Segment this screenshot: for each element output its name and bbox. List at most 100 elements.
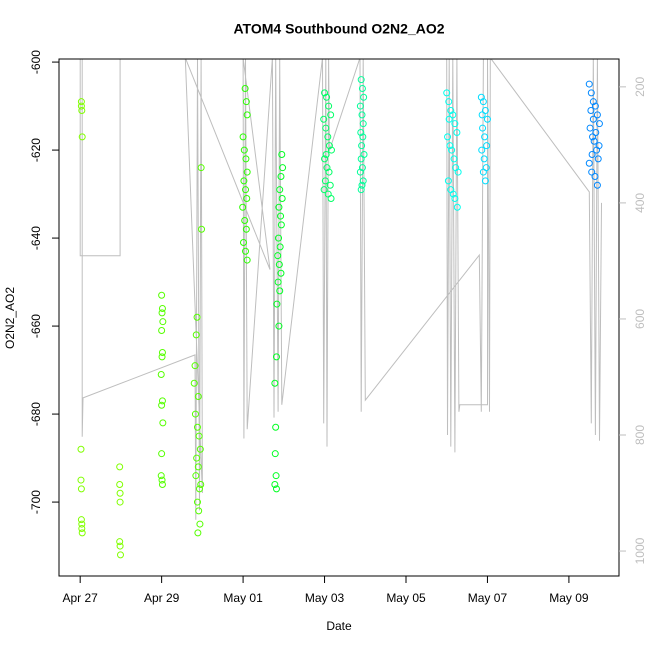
point [454, 168, 462, 176]
point [272, 472, 280, 480]
point [275, 203, 283, 211]
point [479, 168, 487, 176]
point [451, 194, 459, 202]
point [240, 146, 248, 154]
point [277, 269, 285, 277]
point [196, 445, 204, 453]
point [77, 516, 85, 524]
point [242, 225, 250, 233]
point [323, 164, 331, 172]
y-tick-label: -680 [29, 402, 43, 426]
x-tick-label: May 05 [386, 591, 426, 605]
y-tick-label: -600 [29, 50, 43, 74]
point [276, 243, 284, 251]
x-tick-label: May 09 [549, 591, 589, 605]
point [78, 529, 86, 537]
chart-title: ATOM4 Southbound O2N2_AO2 [233, 21, 444, 37]
point [479, 98, 487, 106]
point [191, 410, 199, 418]
point [77, 445, 85, 453]
point [358, 164, 366, 172]
point [586, 124, 594, 132]
point [276, 186, 284, 194]
depth-line [79, 59, 602, 520]
y-tick-label: -620 [29, 138, 43, 162]
plot-area [77, 59, 603, 559]
point [278, 194, 286, 202]
point [77, 98, 85, 106]
y-tick-label: -700 [29, 490, 43, 514]
point [447, 106, 455, 114]
point [242, 186, 250, 194]
point [242, 247, 250, 255]
point [360, 93, 368, 101]
point [592, 128, 600, 136]
point [587, 106, 595, 114]
point [193, 498, 201, 506]
point [275, 234, 283, 242]
point [194, 463, 202, 471]
point [591, 102, 599, 110]
point [243, 194, 251, 202]
point [279, 164, 287, 172]
point [158, 309, 166, 317]
point [192, 472, 200, 480]
point [356, 168, 364, 176]
point [479, 124, 487, 132]
point [591, 172, 599, 180]
point [327, 194, 335, 202]
point [275, 260, 283, 268]
point [481, 106, 489, 114]
point [277, 172, 285, 180]
point [483, 142, 491, 150]
point [192, 331, 200, 339]
point [158, 476, 166, 484]
point [240, 177, 248, 185]
point [271, 450, 279, 458]
point [197, 164, 205, 172]
x-tick-label: May 01 [223, 591, 263, 605]
point [451, 120, 459, 128]
y2-tick-label: 600 [633, 309, 647, 329]
point [359, 133, 367, 141]
point [449, 190, 457, 198]
point [194, 392, 202, 400]
point [446, 142, 454, 150]
point [585, 159, 593, 167]
point [589, 133, 597, 141]
x-tick-label: Apr 27 [62, 591, 98, 605]
point [277, 212, 285, 220]
point [449, 111, 457, 119]
x-axis-label: Date [326, 619, 352, 633]
point [320, 115, 328, 123]
point [585, 80, 593, 88]
point [481, 177, 489, 185]
point [358, 84, 366, 92]
point [448, 146, 456, 154]
point [196, 485, 204, 493]
y-tick-label: -660 [29, 314, 43, 338]
point [116, 498, 124, 506]
point [272, 353, 280, 361]
point [450, 155, 458, 163]
point [593, 181, 601, 189]
point [243, 111, 251, 119]
point [197, 480, 205, 488]
point [274, 252, 282, 260]
x-tick-label: Apr 29 [144, 591, 180, 605]
point [477, 93, 485, 101]
point [481, 133, 489, 141]
point [195, 432, 203, 440]
y2-tick-label: 400 [633, 193, 647, 213]
point [158, 401, 166, 409]
point [191, 362, 199, 370]
point [444, 133, 452, 141]
point [325, 142, 333, 150]
point [327, 146, 335, 154]
point [359, 177, 367, 185]
point [359, 120, 367, 128]
point [276, 287, 284, 295]
point [594, 155, 602, 163]
point [193, 423, 201, 431]
